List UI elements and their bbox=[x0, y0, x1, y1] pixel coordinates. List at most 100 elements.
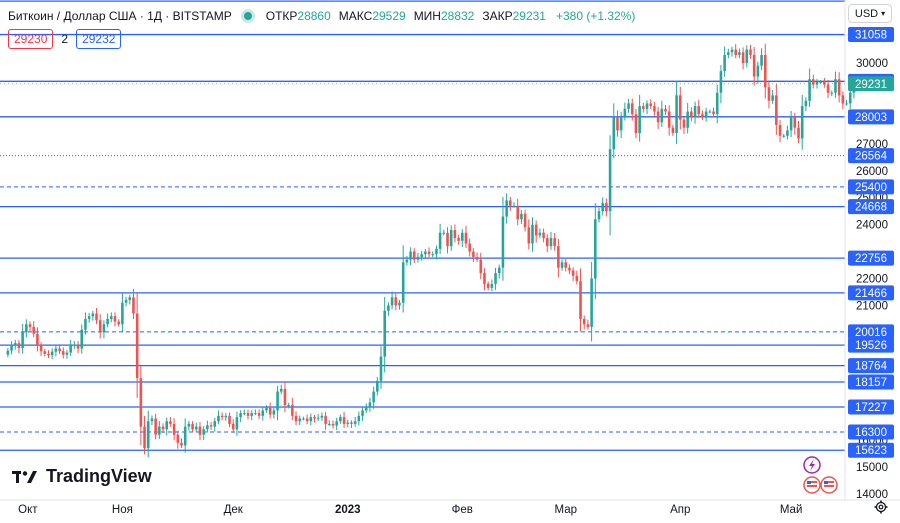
low-value: 28832 bbox=[440, 9, 475, 23]
candle-body bbox=[128, 297, 132, 301]
candle-body bbox=[435, 248, 438, 255]
candle-body bbox=[549, 238, 553, 247]
candle-body bbox=[61, 351, 65, 355]
flag-stripe bbox=[824, 485, 834, 487]
buy-button[interactable]: 29232 bbox=[76, 29, 122, 49]
time-tick-label: Ноя bbox=[112, 504, 133, 516]
level-price-label: 16300 bbox=[855, 427, 887, 439]
time-tick-label: Окт bbox=[18, 504, 38, 516]
time-tick-label: Май bbox=[780, 504, 803, 516]
candle-body bbox=[664, 108, 667, 112]
candle-body bbox=[379, 356, 383, 381]
time-tick-label: 2023 bbox=[335, 504, 361, 516]
candle-body bbox=[398, 302, 401, 306]
level-price-label: 20016 bbox=[855, 327, 887, 339]
flag-stripe bbox=[807, 481, 817, 483]
price-tick-label: 22000 bbox=[856, 273, 888, 285]
candle-body bbox=[763, 54, 767, 88]
candle-body bbox=[453, 230, 457, 239]
candle-body bbox=[697, 106, 701, 115]
candle-body bbox=[383, 310, 386, 357]
candle-body bbox=[198, 426, 202, 435]
candle-body bbox=[353, 421, 357, 424]
level-price-label: 15623 bbox=[855, 445, 887, 457]
candle-body bbox=[527, 227, 531, 244]
candle-body bbox=[431, 254, 435, 256]
candle-body bbox=[656, 111, 660, 123]
candle-body bbox=[778, 124, 782, 136]
candle-body bbox=[464, 232, 468, 244]
candle-body bbox=[575, 275, 579, 282]
candle-body bbox=[110, 316, 113, 319]
candle-body bbox=[420, 254, 423, 257]
candle-body bbox=[490, 283, 494, 288]
candle-body bbox=[804, 100, 808, 107]
candle-body bbox=[143, 426, 146, 449]
candle-body bbox=[468, 243, 471, 252]
candle-body bbox=[191, 423, 194, 430]
open-label: ОТКР bbox=[265, 9, 298, 23]
price-tick-label: 15000 bbox=[856, 462, 888, 474]
high-value: 29529 bbox=[372, 9, 406, 23]
candle-body bbox=[243, 413, 246, 415]
level-price-box bbox=[848, 27, 894, 43]
candle-body bbox=[494, 273, 497, 284]
candle-body bbox=[150, 418, 154, 422]
candle-body bbox=[745, 49, 749, 64]
candle-body bbox=[623, 108, 627, 117]
candle-body bbox=[834, 79, 837, 93]
currency-select[interactable]: USD ▾ bbox=[848, 4, 892, 23]
candle-body bbox=[760, 54, 763, 66]
candles bbox=[6, 43, 856, 458]
candle-body bbox=[538, 232, 542, 236]
candle-body bbox=[727, 52, 730, 55]
candle-body bbox=[54, 348, 58, 352]
gear-icon[interactable] bbox=[874, 500, 888, 514]
candle-body bbox=[438, 232, 442, 249]
low-label: МИН bbox=[413, 9, 441, 23]
candle-body bbox=[730, 49, 734, 53]
candle-body bbox=[154, 418, 157, 435]
candle-body bbox=[194, 426, 198, 430]
candle-body bbox=[98, 320, 102, 333]
candle-body bbox=[826, 84, 830, 93]
candle-body bbox=[342, 417, 346, 424]
candle-body bbox=[165, 421, 169, 430]
candle-body bbox=[412, 251, 416, 260]
candle-body bbox=[313, 417, 316, 419]
candle-body bbox=[28, 324, 32, 327]
candle-body bbox=[339, 417, 342, 422]
level-price-box bbox=[848, 285, 894, 301]
chevron-down-icon: ▾ bbox=[881, 9, 886, 18]
candle-body bbox=[786, 130, 789, 136]
candle-body bbox=[368, 402, 372, 408]
candle-body bbox=[653, 106, 656, 112]
level-price-box bbox=[848, 337, 894, 353]
candle-body bbox=[224, 415, 228, 418]
candle-body bbox=[135, 313, 139, 379]
sell-button[interactable]: 29230 bbox=[8, 29, 54, 49]
candle-body bbox=[357, 415, 361, 422]
candle-body bbox=[291, 405, 294, 416]
candle-body bbox=[616, 116, 619, 131]
candle-body bbox=[475, 256, 479, 260]
candle-body bbox=[675, 95, 678, 134]
candle-body bbox=[501, 216, 505, 268]
candle-body bbox=[265, 407, 268, 411]
candle-body bbox=[845, 103, 848, 105]
candle-body bbox=[645, 103, 649, 109]
time-tick-label: Апр bbox=[670, 504, 690, 516]
candle-body bbox=[183, 426, 187, 446]
time-tick-label: Дек bbox=[224, 504, 244, 516]
level-price-label: 19526 bbox=[855, 340, 887, 352]
tradingview-logo[interactable]: TradingView bbox=[12, 466, 152, 487]
time-axis: Окт Ноя Дек 2023 Фев Мар Апр Май bbox=[0, 499, 900, 516]
candle-body bbox=[124, 300, 128, 303]
candle-body bbox=[660, 108, 664, 123]
level-price-label: 31058 bbox=[855, 30, 887, 42]
candle-body bbox=[848, 92, 852, 104]
candle-body bbox=[350, 422, 353, 424]
symbol-title[interactable]: Биткоин / Доллар США · 1Д · BITSTAMP bbox=[8, 9, 232, 23]
candle-body bbox=[80, 329, 84, 349]
